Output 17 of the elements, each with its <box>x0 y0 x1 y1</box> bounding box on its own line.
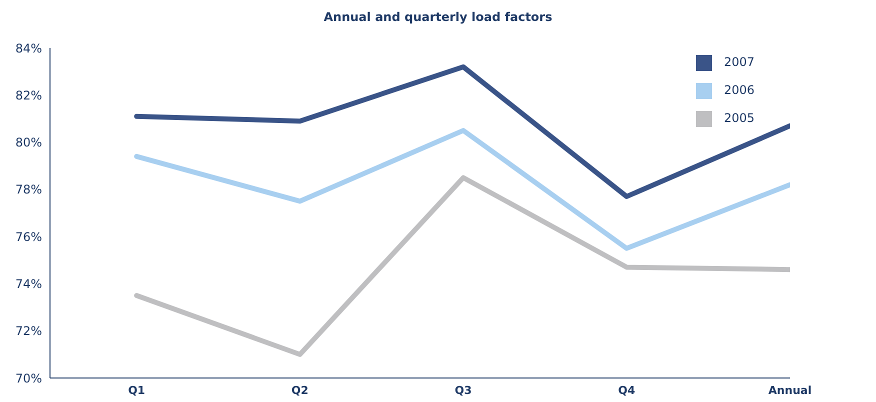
y-tick-label: 82% <box>15 88 42 102</box>
x-tick-label: Q1 <box>128 384 146 397</box>
y-tick-label: 84% <box>15 41 42 56</box>
legend-label: 2006 <box>724 83 755 97</box>
y-tick-label: 78% <box>15 182 42 197</box>
x-tick-label: Q4 <box>618 384 636 397</box>
y-tick-label: 72% <box>15 324 42 338</box>
x-tick-label: Annual <box>768 384 812 397</box>
legend-label: 2007 <box>724 55 755 69</box>
x-tick-label: Q2 <box>291 384 308 397</box>
x-tick-label: Q3 <box>454 384 472 397</box>
y-tick-label: 70% <box>15 371 42 386</box>
y-tick-label: 76% <box>15 230 42 244</box>
legend-label: 2005 <box>724 111 755 125</box>
y-tick-label: 74% <box>15 276 42 291</box>
chart-title: Annual and quarterly load factors <box>322 9 554 26</box>
y-tick-label: 80% <box>15 136 42 150</box>
